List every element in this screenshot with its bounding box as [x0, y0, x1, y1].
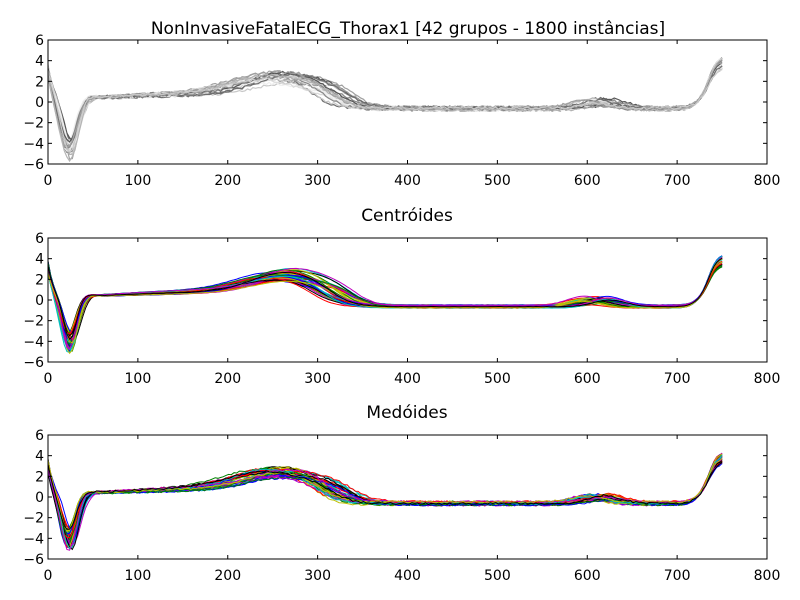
series-line [48, 261, 723, 336]
x-tick-label: 400 [394, 568, 421, 584]
x-tick-label: 200 [214, 173, 241, 189]
plot-frame-3 [47, 434, 768, 560]
y-tick-label: −2 [23, 314, 44, 330]
y-tick-label: 0 [35, 293, 44, 309]
x-tick-label: 800 [754, 371, 781, 387]
panel-medoids: Medóides 0 100 200 300 400 500 600 700 800 6 4 2 0 −2… [23, 403, 780, 584]
series-group-medoids [48, 452, 723, 551]
series-line [48, 58, 723, 140]
chart-title-2: Centróides [361, 206, 453, 226]
series-line [48, 462, 723, 551]
chart-title-1: NonInvasiveFatalECG_Thorax1 [42 grupos -… [151, 19, 665, 39]
series-line [48, 266, 723, 352]
y-tick-label: −6 [23, 157, 44, 173]
series-group-centroids [48, 255, 723, 355]
axis-ticks-2: 0 100 200 300 400 500 600 700 800 6 4 2 0 −2 −4 −6 [23, 231, 780, 387]
series-line [48, 257, 723, 339]
y-tick-label: 4 [35, 449, 44, 465]
y-tick-label: 2 [35, 469, 44, 485]
x-tick-label: 0 [44, 568, 53, 584]
x-tick-label: 700 [664, 371, 691, 387]
x-tick-label: 0 [44, 371, 53, 387]
x-tick-label: 500 [484, 173, 511, 189]
series-line [48, 454, 723, 534]
series-line [48, 258, 723, 338]
plot-frame-1 [47, 39, 768, 165]
x-tick-label: 400 [394, 173, 421, 189]
y-tick-label: 4 [35, 252, 44, 268]
y-tick-label: −4 [23, 531, 44, 547]
series-line [48, 68, 723, 153]
x-tick-label: 600 [574, 371, 601, 387]
series-line [48, 263, 723, 335]
x-tick-label: 0 [44, 173, 53, 189]
x-tick-label: 300 [304, 371, 331, 387]
y-tick-label: −4 [23, 334, 44, 350]
y-tick-label: −2 [23, 116, 44, 132]
x-tick-label: 500 [484, 568, 511, 584]
series-line [48, 257, 723, 340]
series-line [48, 255, 723, 341]
plot-frame-2 [47, 237, 768, 363]
series-line [48, 257, 723, 350]
series-line [48, 258, 723, 335]
y-tick-label: −4 [23, 136, 44, 152]
series-line [48, 453, 723, 538]
y-tick-label: 2 [35, 272, 44, 288]
series-line [48, 255, 723, 338]
y-tick-label: 4 [35, 54, 44, 70]
chart-title-3: Medóides [366, 403, 447, 423]
y-tick-label: 6 [35, 33, 44, 49]
y-tick-label: 0 [35, 95, 44, 111]
series-line [48, 261, 723, 336]
x-tick-label: 100 [125, 173, 152, 189]
y-tick-label: −6 [23, 355, 44, 371]
series-line [48, 258, 723, 344]
x-tick-label: 100 [125, 568, 152, 584]
series-line [48, 454, 723, 535]
x-tick-label: 700 [664, 173, 691, 189]
series-line [48, 58, 723, 163]
x-tick-label: 700 [664, 568, 691, 584]
x-tick-label: 200 [214, 568, 241, 584]
series-line [48, 457, 723, 533]
y-tick-label: −2 [23, 511, 44, 527]
x-tick-label: 500 [484, 371, 511, 387]
x-tick-label: 200 [214, 371, 241, 387]
x-tick-label: 600 [574, 173, 601, 189]
y-tick-label: 6 [35, 231, 44, 247]
x-tick-label: 100 [125, 371, 152, 387]
x-tick-label: 800 [754, 173, 781, 189]
series-group-raw [48, 57, 723, 163]
x-tick-label: 300 [304, 173, 331, 189]
x-tick-label: 300 [304, 568, 331, 584]
panel-raw-ecg: NonInvasiveFatalECG_Thorax1 [42 grupos -… [23, 19, 780, 189]
series-line [48, 456, 723, 534]
y-tick-label: 0 [35, 490, 44, 506]
x-tick-label: 600 [574, 568, 601, 584]
y-tick-label: −6 [23, 552, 44, 568]
y-tick-label: 6 [35, 428, 44, 444]
x-tick-label: 800 [754, 568, 781, 584]
series-line [48, 456, 723, 533]
y-tick-label: 2 [35, 74, 44, 90]
series-line [48, 462, 723, 530]
series-line [48, 455, 723, 532]
series-line [48, 460, 723, 529]
panel-centroids: Centróides 0 100 200 300 400 500 600 700 8006420… [23, 206, 780, 387]
axis-ticks-3: 0 100 200 300 400 500 600 700 800 6 4 2 0 −2 −4 −6 [23, 428, 780, 584]
x-tick-label: 400 [394, 371, 421, 387]
axis-ticks-1: 0 100 200 300 400 500 600 700 800 6 4 2 0 −2 −4 −6 [23, 33, 780, 189]
